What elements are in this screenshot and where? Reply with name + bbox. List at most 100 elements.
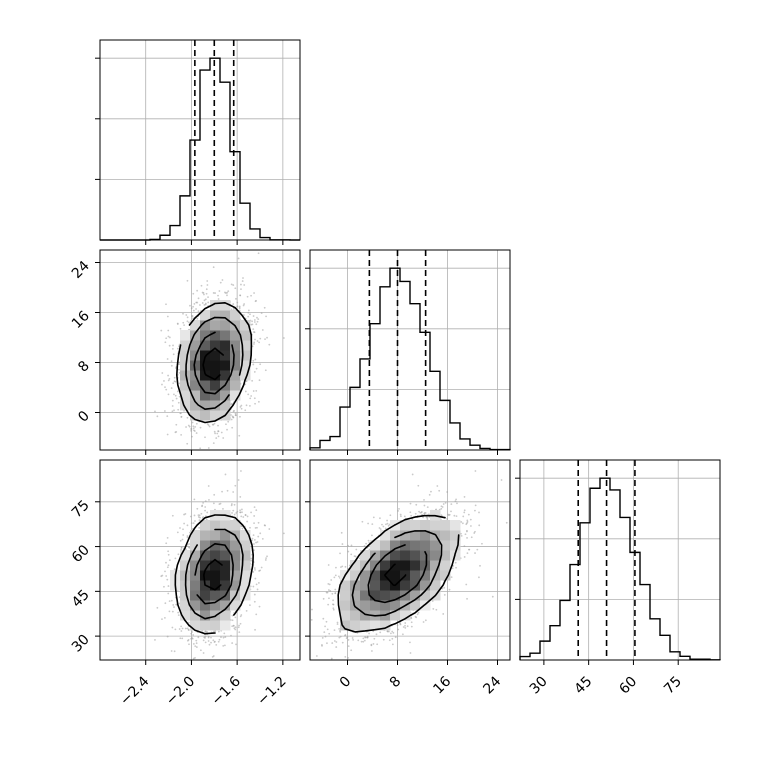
scatter-point (196, 507, 199, 510)
scatter-point (188, 643, 190, 646)
scatter-point (200, 284, 203, 287)
scatter-point (224, 636, 227, 639)
scatter-point (336, 621, 339, 624)
scatter-point (201, 302, 204, 304)
scatter-point (245, 609, 248, 612)
scatter-point (195, 639, 198, 642)
density-cell (230, 380, 241, 391)
scatter-point (212, 292, 215, 294)
scatter-point (171, 347, 174, 350)
scatter-point (391, 637, 394, 640)
scatter-point (173, 650, 176, 653)
scatter-point (193, 498, 196, 501)
scatter-point (455, 498, 457, 501)
scatter-point (379, 517, 381, 520)
density-cell (400, 550, 411, 561)
scatter-point (220, 431, 223, 434)
scatter-point (233, 627, 236, 630)
scatter-point (326, 642, 328, 645)
scatter-point (386, 522, 389, 525)
scatter-point (411, 473, 414, 476)
scatter-point (257, 318, 260, 321)
scatter-point (204, 641, 207, 644)
scatter-point (455, 515, 458, 518)
scatter-point (203, 293, 205, 296)
scatter-point (247, 311, 250, 314)
density-cell (440, 520, 451, 531)
scatter-point (235, 414, 237, 417)
scatter-point (426, 506, 429, 509)
scatter-point (339, 635, 342, 638)
scatter-point (231, 619, 234, 622)
scatter-point (347, 657, 349, 659)
scatter-point (165, 575, 168, 577)
scatter-point (189, 515, 192, 518)
scatter-point (177, 553, 180, 556)
density-cell (180, 550, 191, 561)
panel-border (99, 249, 301, 451)
scatter-point (170, 599, 173, 602)
density-cell (190, 320, 201, 331)
scatter-point (391, 643, 394, 646)
scatter-point (234, 626, 237, 629)
scatter-point (195, 422, 198, 425)
scatter-point (194, 520, 196, 522)
panel-2-0 (99, 459, 301, 661)
scatter-point (177, 614, 180, 616)
scatter-point (256, 541, 259, 543)
scatter-point (420, 511, 423, 514)
density-cell (200, 390, 211, 401)
scatter-point (233, 503, 236, 506)
scatter-point (403, 515, 406, 518)
scatter-point (188, 321, 190, 324)
scatter-point (199, 426, 202, 429)
scatter-point (182, 312, 184, 315)
density-cell (190, 610, 201, 621)
scatter-point (474, 470, 477, 472)
scatter-point (466, 537, 468, 539)
scatter-point (203, 304, 206, 306)
scatter-point (331, 592, 334, 595)
scatter-point (223, 632, 226, 635)
scatter-point (230, 504, 233, 507)
scatter-point (171, 626, 174, 629)
scatter-point (379, 631, 382, 634)
density-cell (410, 550, 421, 561)
scatter-point (207, 301, 210, 304)
scatter-point (226, 489, 229, 492)
scatter-point (215, 643, 218, 646)
density-cell (200, 310, 211, 321)
scatter-point (385, 523, 387, 526)
scatter-point (186, 316, 189, 319)
scatter-point (425, 516, 428, 519)
density-cell (240, 540, 251, 551)
density-cell (200, 400, 211, 411)
density-cell (180, 560, 191, 571)
scatter-point (409, 641, 411, 644)
scatter-point (463, 545, 466, 548)
scatter-point (256, 316, 258, 319)
scatter-point (240, 407, 243, 410)
scatter-point (254, 628, 256, 631)
density-cell (440, 560, 451, 571)
contour-line (384, 563, 407, 587)
panel-2-2 (515, 459, 721, 661)
density-cell (400, 580, 411, 591)
scatter-point (357, 639, 360, 642)
scatter-point (213, 493, 216, 496)
scatter-point (191, 421, 194, 424)
scatter-point (430, 490, 432, 493)
scatter-point (268, 528, 271, 530)
density-cell (350, 600, 361, 611)
density-cell (400, 530, 411, 541)
scatter-point (452, 565, 455, 567)
density-cell (200, 600, 211, 611)
scatter-point (180, 547, 183, 549)
scatter-point (208, 499, 210, 501)
scatter-point (254, 300, 257, 303)
scatter-point (242, 516, 245, 518)
scatter-point (415, 503, 418, 506)
scatter-point (186, 627, 189, 630)
scatter-point (338, 636, 341, 639)
scatter-point (404, 624, 406, 627)
